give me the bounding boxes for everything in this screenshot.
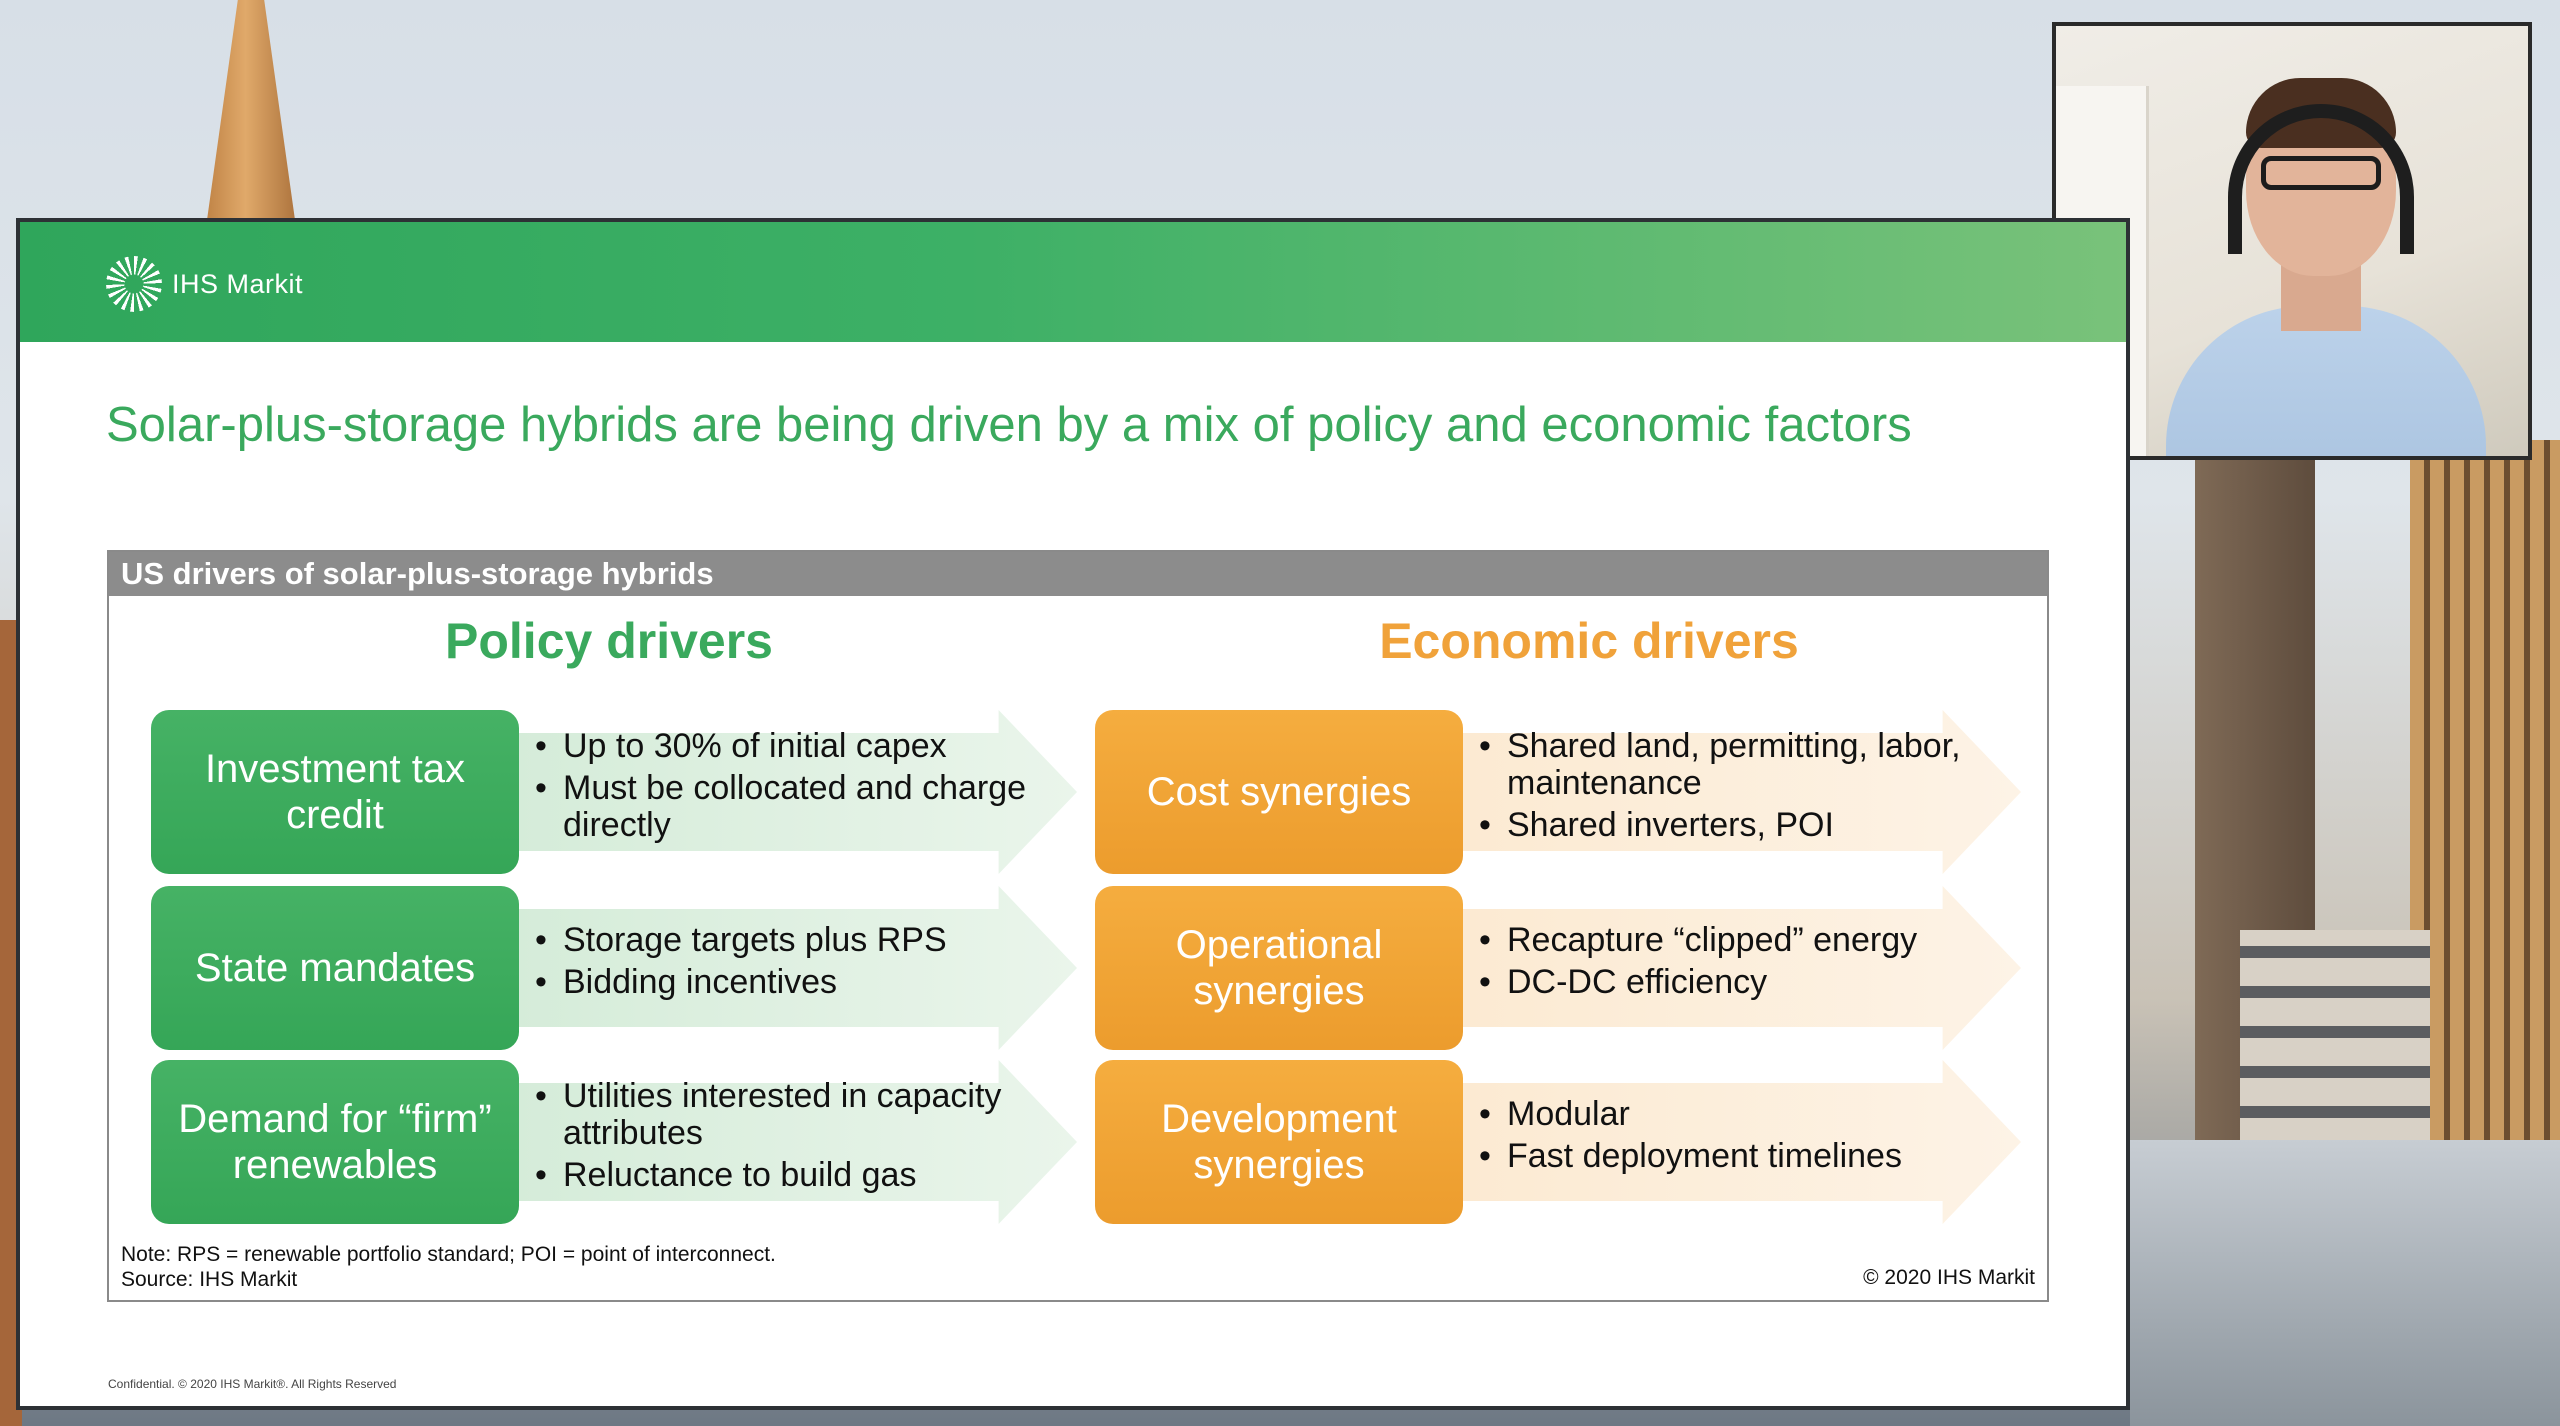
driver-label: Demand for “firm” renewables: [151, 1060, 519, 1224]
bullet-item: Utilities interested in capacity attribu…: [531, 1078, 1051, 1152]
ihs-markit-logo: IHS Markit: [106, 256, 303, 312]
bullet-item: Up to 30% of initial capex: [531, 728, 1051, 766]
drivers-figure: US drivers of solar-plus-storage hybrids…: [107, 550, 2049, 1302]
bullet-item: DC-DC efficiency: [1475, 964, 1995, 1002]
figure-title: US drivers of solar-plus-storage hybrids: [109, 552, 2047, 596]
driver-label: Investment tax credit: [151, 710, 519, 874]
bullet-item: Shared land, permitting, labor, maintena…: [1475, 728, 1995, 802]
driver-label: Cost synergies: [1095, 710, 1463, 874]
driver-bullets: Recapture “clipped” energy DC-DC efficie…: [1475, 922, 1995, 1006]
logo-text: IHS Markit: [172, 268, 304, 299]
bullet-item: Fast deployment timelines: [1475, 1138, 1995, 1176]
ihs-markit-starburst-icon: [106, 256, 162, 312]
figure-copyright: © 2020 IHS Markit: [1863, 1266, 2035, 1289]
driver-label: State mandates: [151, 886, 519, 1050]
driver-bullets: Up to 30% of initial capex Must be collo…: [531, 728, 1051, 849]
background-building: [2130, 1140, 2560, 1426]
note-text: Note: RPS = renewable portfolio standard…: [121, 1243, 776, 1266]
economic-drivers-heading: Economic drivers: [1379, 613, 1799, 669]
driver-label: Development synergies: [1095, 1060, 1463, 1224]
slide-title: Solar-plus-storage hybrids are being dri…: [106, 398, 1912, 452]
bullet-item: Bidding incentives: [531, 964, 1051, 1002]
driver-bullets: Storage targets plus RPS Bidding incenti…: [531, 922, 1051, 1006]
driver-label: Operational synergies: [1095, 886, 1463, 1050]
presentation-slide: IHS Markit Solar-plus-storage hybrids ar…: [16, 218, 2130, 1410]
driver-bullets: Shared land, permitting, labor, maintena…: [1475, 728, 1995, 849]
figure-note: Note: RPS = renewable portfolio standard…: [121, 1242, 776, 1292]
source-text: Source: IHS Markit: [121, 1268, 298, 1291]
policy-drivers-heading: Policy drivers: [445, 613, 773, 669]
bullet-item: Shared inverters, POI: [1475, 807, 1995, 845]
bullet-item: Modular: [1475, 1096, 1995, 1134]
bullet-item: Must be collocated and charge directly: [531, 770, 1051, 844]
glasses-icon: [2261, 156, 2381, 190]
driver-bullets: Utilities interested in capacity attribu…: [531, 1078, 1051, 1199]
slide-header-bar: IHS Markit: [20, 222, 2126, 342]
driver-bullets: Modular Fast deployment timelines: [1475, 1096, 1995, 1180]
bullet-item: Reluctance to build gas: [531, 1157, 1051, 1195]
bullet-item: Storage targets plus RPS: [531, 922, 1051, 960]
confidential-footer: Confidential. © 2020 IHS Markit®. All Ri…: [108, 1377, 397, 1391]
background-tower: [207, 0, 295, 220]
bullet-item: Recapture “clipped” energy: [1475, 922, 1995, 960]
